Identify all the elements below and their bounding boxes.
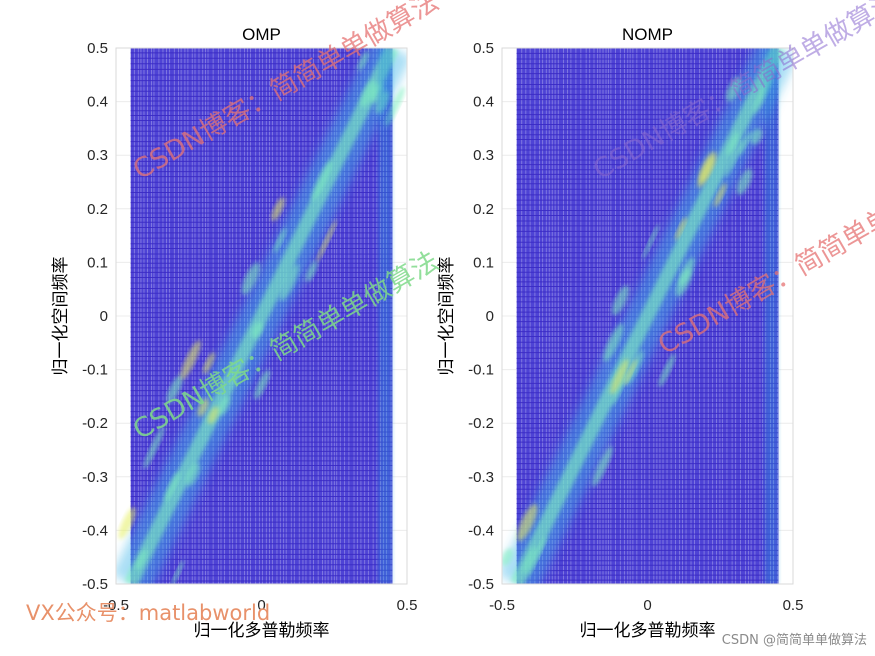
nomp-ridge-speck [713,182,727,208]
nomp-y-label: 归一化空间频率 [437,257,457,376]
watermark-vx: VX公众号：matlabworld [26,601,270,625]
nomp-x-label: 归一化多普勒频率 [580,621,716,641]
nomp-ridge-speck [603,323,624,362]
nomp-ridge-speck [736,168,753,195]
omp-ridge [124,48,399,584]
nomp-ridge-speck [738,131,751,156]
nomp-ridge-speck [674,217,687,241]
omp-ridge-speck [143,425,165,469]
nomp-ridge-speck [502,548,514,566]
nomp-y-tick-label: 0.3 [473,147,494,164]
nomp-ridge-speck [592,445,613,487]
nomp-ridge-speck [611,285,629,316]
nomp-ridge-speck [521,546,536,574]
omp-y-tick-label: -0.1 [82,362,108,379]
omp-ridge-speck [271,197,285,222]
omp-ridge-speck [180,340,201,380]
nomp-x-tick-label: 0 [643,597,651,614]
nomp-ridge-speck [642,224,660,260]
omp-y-tick-label: 0.1 [87,254,108,271]
nomp-y-tick-label: -0.5 [468,576,494,593]
nomp-ridge-speck [610,358,629,395]
omp-ridge-speck [207,406,219,424]
nomp-y-tick-label: -0.2 [468,415,494,432]
nomp-ridge-speck [725,139,744,178]
nomp-x-ticks: -0.5 0 0.5 [489,597,803,614]
nomp-y-tick-label: 0.1 [473,254,494,271]
nomp-ridge-speck [678,257,695,287]
omp-ridge-speck [118,507,136,540]
nomp-ridge-speck [611,372,628,406]
omp-y-ticks: -0.5 -0.4 -0.3 -0.2 -0.1 0 0.1 0.2 0.3 0.4 0.5 [82,40,108,593]
omp-axes: OMP -0.5 -0.4 -0.3 -0.2 -0.1 0 0.1 0.2 0.3 0.4 0.5… [51,25,417,641]
omp-x-tick-label: 0 [257,597,265,614]
omp-y-tick-label: -0.2 [82,415,108,432]
nomp-ridge-speck [750,128,763,145]
omp-ridge-speck [185,462,200,487]
omp-ridge-speck [135,548,148,571]
omp-ridge-speck [218,396,231,416]
omp-ridge-speck [316,219,337,263]
omp-y-tick-label: 0.3 [87,147,108,164]
nomp-x-tick-label: -0.5 [489,597,515,614]
omp-edge-band [378,48,393,584]
omp-ridge-speck [254,369,270,400]
omp-x-ticks: -0.5 0 0.5 [103,597,417,614]
nomp-edge-band [764,48,779,584]
omp-y-tick-label: 0.5 [87,40,108,57]
nomp-ridge-speck [516,503,538,542]
omp-ridge-speck [202,352,215,374]
omp-y-tick-label: -0.5 [82,576,108,593]
omp-ridge-speck [166,375,183,404]
omp-ridge-speck [360,80,377,108]
nomp-y-tick-label: 0.5 [473,40,494,57]
omp-y-tick-label: -0.4 [82,522,108,539]
omp-y-label: 归一化空间频率 [51,257,71,376]
nomp-y-tick-label: -0.3 [468,469,494,486]
omp-axes-box [115,47,408,585]
omp-ridge-speck [171,560,184,584]
omp-title: OMP [242,25,281,44]
omp-ridge-speck [164,471,180,502]
omp-y-tick-label: 0 [100,308,108,325]
omp-x-tick-label: -0.5 [103,597,129,614]
omp-ridge-speck [251,321,263,339]
nomp-y-tick-label: -0.4 [468,522,494,539]
omp-ridge-speck [279,263,300,301]
nomp-surface [502,48,793,584]
omp-ridge-speck [357,51,369,71]
nomp-ridge-speck [658,353,676,388]
omp-ridge-speck [241,262,260,295]
omp-x-tick-label: 0.5 [397,597,418,614]
nomp-axes: NOMP -0.5 -0.4 -0.3 -0.2 -0.1 0 0.1 0.2 0.3 0.4 0.… [437,25,803,641]
omp-ridge-speck [311,160,332,201]
omp-ridge-speck [273,227,287,254]
nomp-y-tick-label: 0 [486,308,494,325]
credit-watermark: CSDN @简简单单做算法 [721,633,867,648]
nomp-x-tick-label: 0.5 [783,597,804,614]
omp-surface [116,48,407,584]
nomp-ridge-speck [624,359,637,386]
nomp-y-tick-label: 0.4 [473,94,494,111]
nomp-y-ticks: -0.5 -0.4 -0.3 -0.2 -0.1 0 0.1 0.2 0.3 0.4 0.5 [468,40,494,593]
nomp-axes-box [501,47,794,585]
nomp-ridge-speck [698,151,717,184]
omp-x-label: 归一化多普勒频率 [194,621,330,641]
nomp-y-tick-label: -0.1 [468,362,494,379]
nomp-title: NOMP [622,25,673,44]
nomp-ridge-speck [527,535,547,577]
omp-y-tick-label: -0.3 [82,469,108,486]
omp-y-tick-label: 0.2 [87,201,108,218]
omp-ridge-speck [197,398,209,417]
nomp-ridge-speck [726,131,739,156]
omp-ridge-speck [305,261,318,283]
omp-y-tick-label: 0.4 [87,94,108,111]
nomp-y-tick-label: 0.2 [473,201,494,218]
nomp-ridge-speck [726,76,742,102]
